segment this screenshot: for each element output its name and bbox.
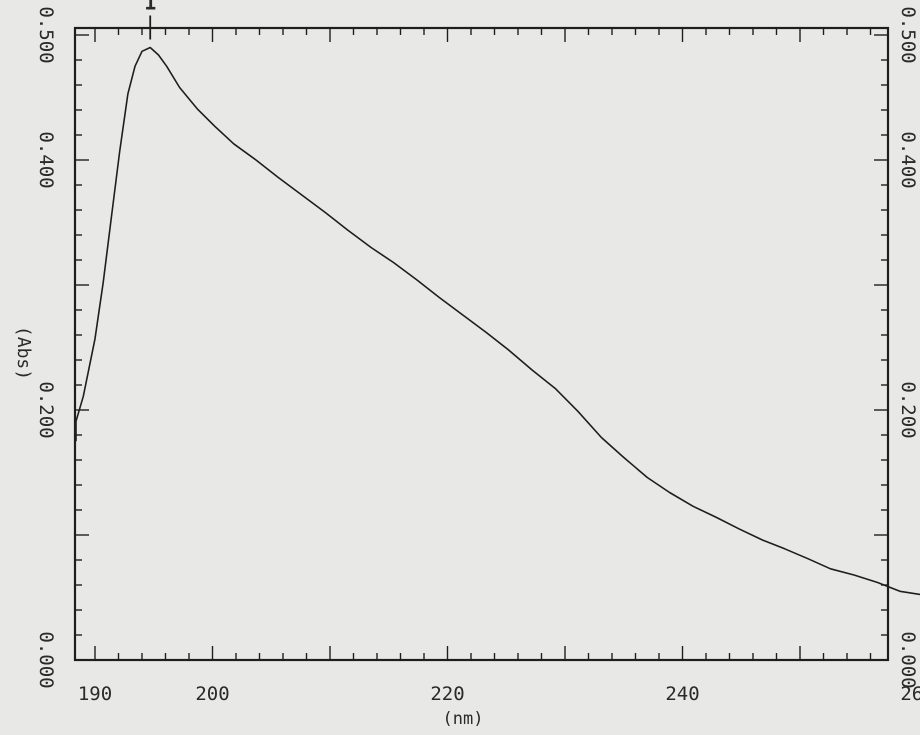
x-tick-label: 260 (900, 683, 920, 705)
x-tick-label: 240 (665, 683, 699, 705)
axis-tick-labels: 1902002202402600.0000.2000.4000.5000.000… (35, 6, 920, 705)
axis-ticks (75, 28, 888, 660)
y-tick-label-right: 0.400 (897, 131, 919, 188)
x-axis-label: (nm) (443, 709, 484, 729)
y-tick-label-right: 0.000 (897, 631, 919, 688)
y-tick-label-right: 0.200 (897, 381, 919, 438)
y-tick-label-left: 0.200 (35, 381, 57, 438)
y-tick-label-left: 0.400 (35, 131, 57, 188)
plot-frame (73, 26, 890, 662)
x-tick-label: 190 (78, 683, 112, 705)
x-tick-label: 200 (195, 683, 229, 705)
y-tick-label-right: 0.500 (897, 6, 919, 63)
peak-label: 1 (144, 0, 156, 15)
y-tick-label-left: 0.500 (35, 6, 57, 63)
x-tick-label: 220 (430, 683, 464, 705)
absorbance-curve (75, 46, 920, 596)
y-tick-label-left: 0.000 (35, 631, 57, 688)
y-axis-label: (Abs) (13, 326, 34, 380)
